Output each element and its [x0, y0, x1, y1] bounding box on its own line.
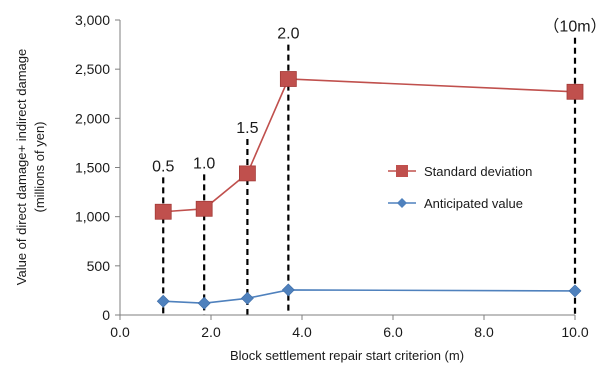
- data-point-square: [238, 165, 256, 182]
- tick-labels: 0 500 1,000 1,500 2,000 2,500 3,000 0.0 2.0 4.0 6.…: [75, 12, 589, 340]
- series-group: [154, 71, 584, 310]
- data-point-square: [566, 83, 584, 100]
- y-tick-label: 2,000: [75, 110, 110, 126]
- legend-marker-square: [396, 165, 408, 177]
- x-tick-label: 10.0: [561, 324, 588, 340]
- y-axis-title: Value of direct damage+ indirect damage: [14, 49, 29, 285]
- y-tick-label: 500: [87, 258, 111, 274]
- x-tick-label: 4.0: [292, 324, 312, 340]
- criterion-label: 1.0: [193, 155, 215, 172]
- axes: [115, 19, 576, 320]
- y-tick-label: 2,500: [75, 61, 110, 77]
- criterion-labels: 0.5 1.0 1.5 2.0 （10m）: [152, 18, 605, 176]
- legend-marker-diamond: [397, 198, 407, 208]
- y-tick-label: 1,500: [75, 160, 110, 176]
- y-tick-label: 0: [102, 307, 110, 323]
- criterion-label: （10m）: [543, 18, 605, 36]
- data-point-square: [154, 203, 172, 220]
- y-tick-label: 3,000: [75, 12, 110, 28]
- data-point-square: [279, 71, 297, 87]
- legend: Standard deviation Anticipated value: [388, 164, 532, 211]
- series-line-anticipated-value: [163, 289, 576, 305]
- legend-label: Anticipated value: [424, 196, 523, 211]
- series-line-standard-deviation: [163, 78, 576, 213]
- criterion-guides: [162, 37, 577, 315]
- criterion-label: 0.5: [152, 158, 174, 175]
- data-point-diamond: [281, 283, 295, 297]
- y-axis-unit: (millions of yen): [32, 121, 47, 212]
- data-point-diamond: [197, 296, 211, 310]
- data-point-diamond: [156, 294, 170, 308]
- x-tick-label: 2.0: [201, 324, 221, 340]
- data-point-diamond: [240, 291, 254, 305]
- y-tick-label: 1,000: [75, 209, 110, 225]
- x-tick-label: 8.0: [474, 324, 494, 340]
- data-point-square: [195, 200, 213, 217]
- legend-label: Standard deviation: [424, 164, 532, 179]
- criterion-label: 2.0: [277, 26, 299, 43]
- data-point-diamond: [568, 284, 582, 298]
- x-tick-label: 0.0: [110, 324, 130, 340]
- x-axis-title: Block settlement repair start criterion …: [230, 348, 464, 363]
- x-tick-label: 6.0: [383, 324, 403, 340]
- criterion-label: 1.5: [236, 120, 258, 137]
